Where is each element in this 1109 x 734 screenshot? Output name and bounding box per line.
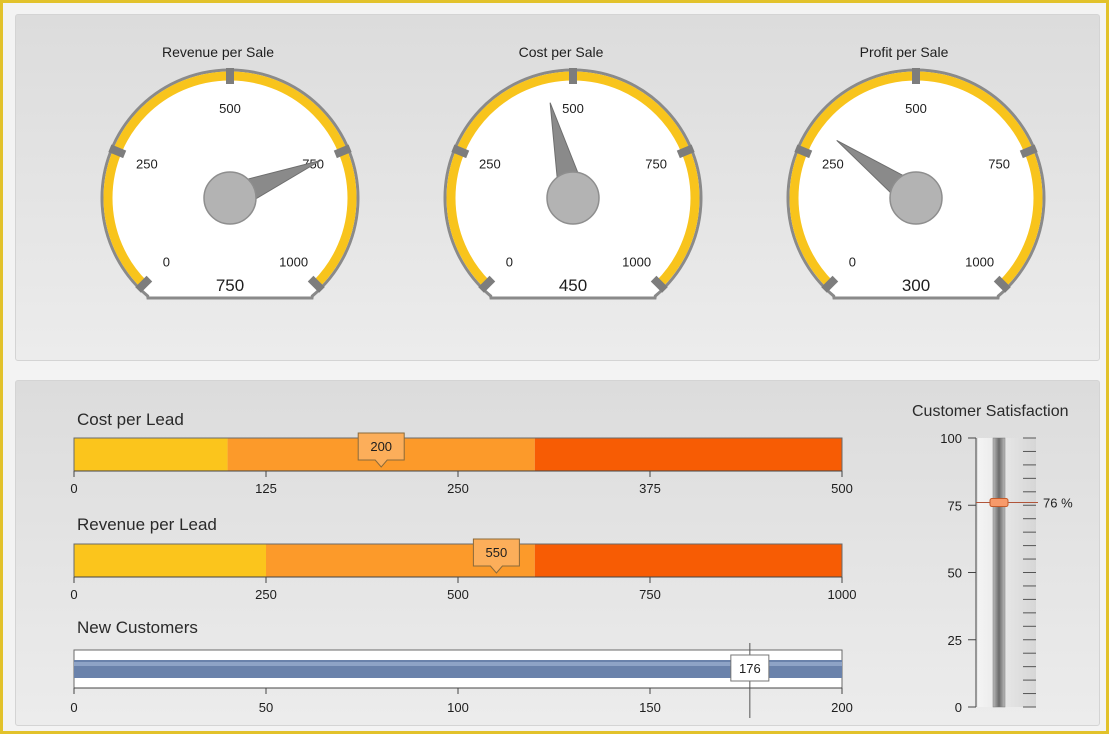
progress-fill-highlight <box>74 662 842 666</box>
bar-value-label: 550 <box>486 545 508 560</box>
gauge-major-tick <box>478 275 496 293</box>
gauge-major-tick <box>307 275 325 293</box>
gauge-major-tick <box>993 275 1011 293</box>
bar-title-cost-per-lead: Cost per Lead <box>77 410 184 429</box>
slider-tick-label: 0 <box>955 700 962 715</box>
slider-track <box>992 437 1006 708</box>
bar-tick-label: 125 <box>255 481 277 496</box>
cost-per-lead-bar: 0 125 250 375 500 200 <box>70 432 853 496</box>
gauge-title: Profit per Sale <box>860 44 949 60</box>
indicators-panel: Cost per Lead 0 125 250 375 500 200 Revenue p… <box>15 380 1100 726</box>
progress-tick-label: 150 <box>639 700 661 715</box>
slider-title: Customer Satisfaction <box>912 403 1069 420</box>
gauge-tick-label: 750 <box>988 157 1010 172</box>
gauge-revenue-per-sale: Revenue per Sale 02505007501000750 <box>73 15 373 325</box>
bar-tick-label: 0 <box>70 481 77 496</box>
gauge-tick-label: 250 <box>822 157 844 172</box>
gauge-major-tick <box>821 275 839 293</box>
slider-tick-label: 75 <box>948 498 962 513</box>
progress-value-label: 176 <box>739 661 761 676</box>
slider-handle[interactable] <box>989 498 1009 508</box>
slider-tick-label: 25 <box>948 633 962 648</box>
slider-tick-label: 50 <box>948 566 962 581</box>
gauge-svg: Profit per Sale 0 250 500 750 1000 300 <box>786 44 1046 300</box>
bar-tick-label: 250 <box>447 481 469 496</box>
bar-value-label: 200 <box>370 439 392 454</box>
bar-tick-label: 375 <box>639 481 661 496</box>
gauge-tick-label: 250 <box>136 157 158 172</box>
gauge-major-tick <box>108 144 127 159</box>
progress-value-box <box>730 654 770 682</box>
slider-value-label: 76 % <box>1043 496 1073 511</box>
bar-tick-label: 750 <box>639 587 661 602</box>
bar-tick-label: 250 <box>255 587 277 602</box>
gauge-tick-label: 750 <box>645 157 667 172</box>
gauge-hub <box>203 171 257 225</box>
gauge-tick-label: 500 <box>905 101 927 116</box>
gauge-value: 450 <box>559 276 587 295</box>
progress-tick-label: 50 <box>259 700 273 715</box>
gauge-tick-label: 1000 <box>279 255 308 270</box>
bar-tick-label: 500 <box>831 481 853 496</box>
gauge-tick-label: 1000 <box>965 255 994 270</box>
bar-title-revenue-per-lead: Revenue per Lead <box>77 515 217 534</box>
gauge-value: 750 <box>216 276 244 295</box>
gauge-major-tick <box>1019 144 1038 159</box>
bar-tick-label: 0 <box>70 587 77 602</box>
gauge-major-tick <box>650 275 668 293</box>
gauge-tick-label: 1000 <box>622 255 651 270</box>
gauge-title: Cost per Sale <box>519 44 604 60</box>
gauge-svg: Revenue per Sale 02505007501000750 <box>100 44 360 300</box>
new-customers-progress: 0 50 100 150 200 176 <box>70 643 853 718</box>
bar-segment <box>74 544 266 577</box>
gauge-tick-label: 500 <box>562 101 584 116</box>
gauge-tick-label: 500 <box>219 101 241 116</box>
gauge-hub <box>546 171 600 225</box>
revenue-per-lead-bar: 0 250 500 750 1000 550 <box>70 538 857 602</box>
bar-segment <box>534 438 842 471</box>
customer-satisfaction-slider: 0 25 50 75 100 76 % <box>940 431 1073 715</box>
gauge-major-tick <box>451 144 470 159</box>
bar-tick-label: 500 <box>447 587 469 602</box>
progress-tick-label: 200 <box>831 700 853 715</box>
gauge-tick-label: 250 <box>479 157 501 172</box>
bar-segment <box>74 438 228 471</box>
gauge-profit-per-sale: Profit per Sale 0 250 500 750 1000 300 <box>759 15 1059 325</box>
gauge-cost-per-sale: Cost per Sale 0 250 500 750 1000 450 <box>416 15 716 325</box>
gauge-tick-label: 0 <box>849 255 856 270</box>
gauge-title: Revenue per Sale <box>162 44 274 60</box>
bar-tick-label: 1000 <box>828 587 857 602</box>
gauge-value: 300 <box>902 276 930 295</box>
gauge-major-tick <box>794 144 813 159</box>
gauge-hub <box>889 171 943 225</box>
gauges-panel: Revenue per Sale 0 250 500 750 1000 750 Cost … <box>15 14 1100 361</box>
gauge-tick-label: 0 <box>163 255 170 270</box>
bar-title-new-customers: New Customers <box>77 618 198 637</box>
gauge-major-tick <box>333 144 352 159</box>
gauge-tick-label: 0 <box>506 255 513 270</box>
bar-value-marker <box>472 538 520 574</box>
gauge-svg: Cost per Sale 0 250 500 750 1000 450 <box>443 44 703 300</box>
bar-segment <box>534 544 842 577</box>
progress-tick-label: 0 <box>70 700 77 715</box>
gauge-major-tick <box>135 275 153 293</box>
bar-value-marker <box>357 432 405 468</box>
gauge-major-tick <box>676 144 695 159</box>
progress-tick-label: 100 <box>447 700 469 715</box>
slider-tick-label: 100 <box>940 431 962 446</box>
